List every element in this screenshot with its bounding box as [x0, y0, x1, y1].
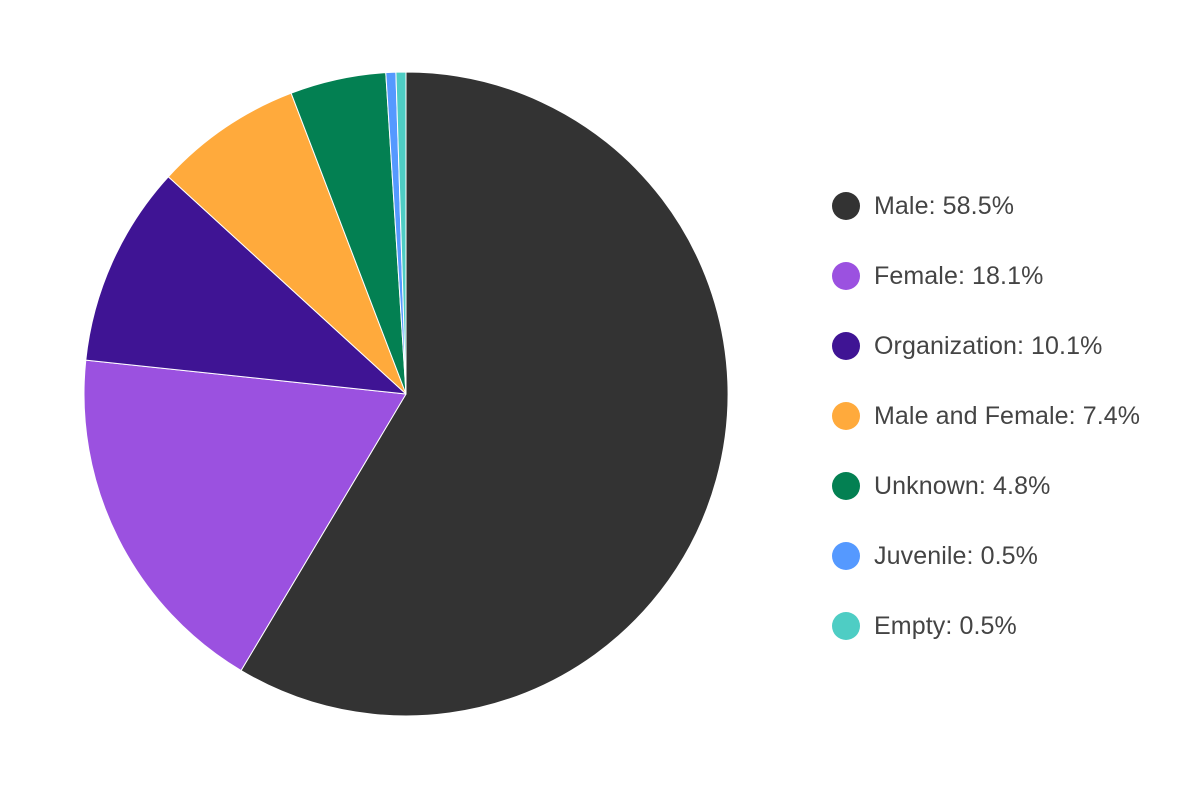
legend-item-male-and-female[interactable]: Male and Female: 7.4% [832, 396, 1140, 436]
legend-label-male-and-female: Male and Female: 7.4% [874, 401, 1141, 430]
pie-slice-organization[interactable] [85, 176, 407, 395]
legend-label-unknown: Unknown: 4.8% [874, 471, 1051, 500]
pie-slice-female[interactable] [83, 359, 407, 672]
legend-swatch-female [832, 262, 860, 290]
legend-item-male[interactable]: Male: 58.5% [832, 186, 1140, 226]
legend-label-male: Male: 58.5% [874, 191, 1015, 220]
legend-swatch-juvenile [832, 542, 860, 570]
legend-label-juvenile: Juvenile: 0.5% [874, 541, 1038, 570]
legend-swatch-male-and-female [832, 402, 860, 430]
pie-slice-empty[interactable] [395, 71, 407, 395]
legend-item-unknown[interactable]: Unknown: 4.8% [832, 466, 1140, 506]
legend-item-empty[interactable]: Empty: 0.5% [832, 606, 1140, 646]
legend-label-organization: Organization: 10.1% [874, 331, 1103, 360]
legend-item-organization[interactable]: Organization: 10.1% [832, 326, 1140, 366]
legend-swatch-empty [832, 612, 860, 640]
legend-item-female[interactable]: Female: 18.1% [832, 256, 1140, 296]
legend-label-empty: Empty: 0.5% [874, 611, 1017, 640]
pie-slice-male-and-female[interactable] [167, 92, 407, 395]
legend-swatch-male [832, 192, 860, 220]
legend-swatch-organization [832, 332, 860, 360]
legend-swatch-unknown [832, 472, 860, 500]
legend-item-juvenile[interactable]: Juvenile: 0.5% [832, 536, 1140, 576]
legend-label-female: Female: 18.1% [874, 261, 1044, 290]
pie-slice-male[interactable] [240, 71, 729, 717]
chart-legend: Male: 58.5% Female: 18.1% Organization: … [832, 186, 1140, 676]
